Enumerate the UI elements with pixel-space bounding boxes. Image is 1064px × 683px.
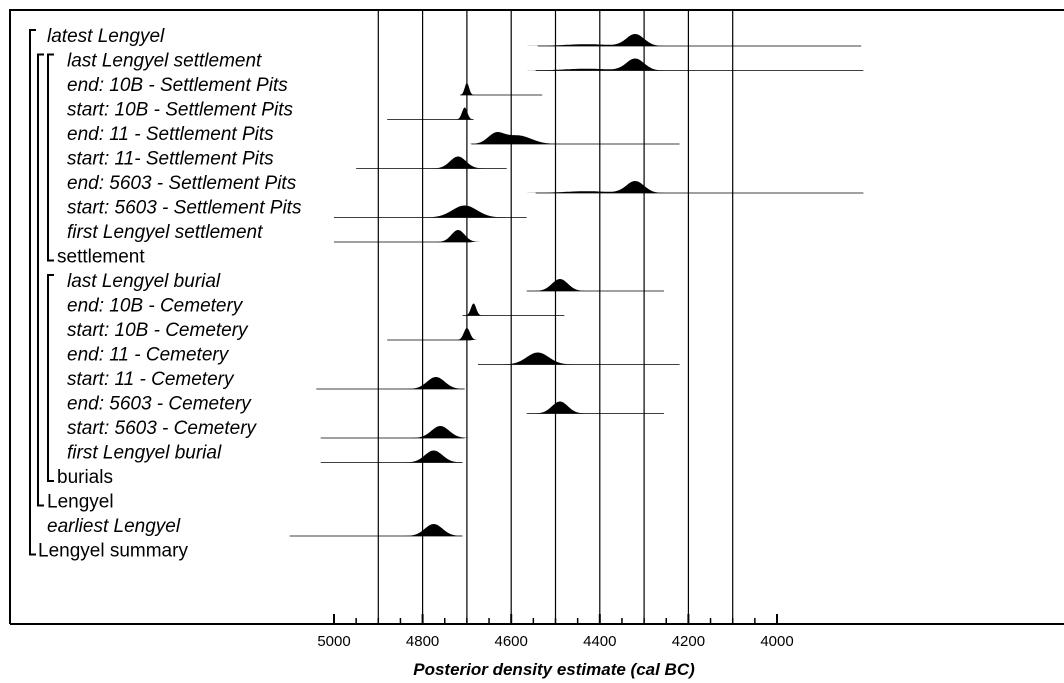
row-label: end: 11 - Cemetery <box>67 345 230 366</box>
tick-label: 4600 <box>495 633 528 650</box>
posterior-density <box>453 132 561 144</box>
posterior-density <box>534 279 586 291</box>
plot-frame-top-left <box>9 9 1064 624</box>
row-label: earliest Lengyel <box>47 516 181 537</box>
row-label: settlement <box>57 247 145 268</box>
row-label: end: 10B - Cemetery <box>67 296 244 317</box>
row-label: start: 10B - Settlement Pits <box>67 100 293 121</box>
tick-label: 4200 <box>672 633 705 650</box>
bracket-lengyel-summary <box>29 29 36 556</box>
tick-label: 4000 <box>760 633 793 650</box>
posterior-density <box>515 34 707 46</box>
row-label: start: 11 - Cemetery <box>67 369 235 390</box>
row-label: first Lengyel settlement <box>67 222 263 243</box>
row-label: end: 10B - Settlement Pits <box>67 75 288 96</box>
row-label: start: 5603 - Settlement Pits <box>67 198 302 219</box>
posterior-density <box>515 181 707 193</box>
row-label: end: 5603 - Cemetery <box>67 394 252 415</box>
posterior-density <box>456 328 477 340</box>
tick-label: 5000 <box>317 633 350 650</box>
posterior-density <box>424 205 505 218</box>
posterior-density <box>515 58 707 71</box>
posterior-density <box>456 107 474 120</box>
row-label: last Lengyel settlement <box>67 51 262 72</box>
row-label: burials <box>57 467 113 488</box>
row-label: first Lengyel burial <box>67 443 222 464</box>
posterior-density <box>534 401 586 414</box>
bracket-lengyel <box>37 53 44 507</box>
x-axis-title: Posterior density estimate (cal BC) <box>413 660 695 679</box>
posterior-density <box>407 377 465 389</box>
tick-label: 4800 <box>406 633 439 650</box>
row-label: start: 10B - Cemetery <box>67 320 249 341</box>
posterior-density <box>405 524 463 536</box>
row-label: start: 11- Settlement Pits <box>67 149 274 170</box>
row-label: Lengyel <box>47 492 114 513</box>
posterior-density <box>502 352 574 365</box>
posterior-density <box>465 303 483 316</box>
posterior-density <box>405 450 463 463</box>
bracket-burials <box>47 274 54 482</box>
posterior-density <box>432 156 484 169</box>
row-label: latest Lengyel <box>47 26 165 47</box>
tick-label: 4400 <box>583 633 616 650</box>
row-label: Lengyel summary <box>38 541 188 562</box>
row-label: end: 11 - Settlement Pits <box>67 124 274 145</box>
posterior-density <box>411 426 469 438</box>
row-label: end: 5603 - Settlement Pits <box>67 173 297 194</box>
bracket-settlement <box>47 53 54 262</box>
row-label: last Lengyel burial <box>67 271 221 292</box>
posterior-density <box>459 83 474 95</box>
posterior-density <box>436 230 480 242</box>
row-label: start: 5603 - Cemetery <box>67 418 258 439</box>
